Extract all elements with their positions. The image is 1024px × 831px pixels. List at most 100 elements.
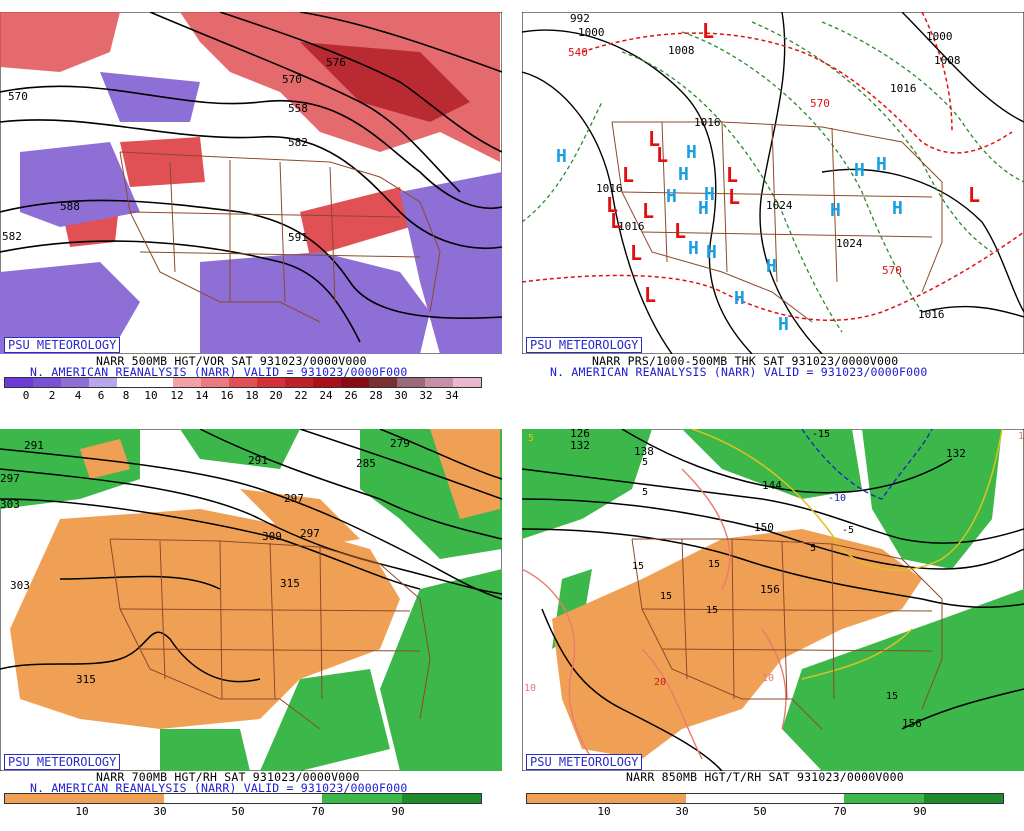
temperature-label: 15: [708, 559, 720, 570]
panel-valid-line: N. AMERICAN REANALYSIS (NARR) VALID = 93…: [550, 365, 928, 379]
high-symbol: H: [678, 164, 689, 185]
colorbar-label: 28: [369, 389, 383, 402]
high-symbol: H: [666, 186, 677, 207]
rh-fill: [0, 429, 502, 771]
panel-850mb-temp-rh: 126 132 138 144 150 156 156 132 -15 -10 …: [522, 429, 1024, 831]
temperature-label: 15: [706, 605, 718, 616]
contour-label: 570: [282, 73, 302, 86]
isobar-label: 1008: [934, 54, 961, 67]
map-700mb: 291 297 303 309 297 291 285 279 315 315 …: [0, 429, 502, 771]
colorbar-label: 30: [394, 389, 408, 402]
thickness-warm: [522, 12, 1024, 322]
low-symbol: L: [968, 183, 980, 207]
high-symbol: H: [892, 198, 903, 219]
colorbar-label: 18: [245, 389, 259, 402]
temperature-labels: -15 -10 -5 5 5 5 15 15 15 15 15 20 10 10…: [524, 429, 1024, 702]
colorbar-label: 70: [833, 805, 847, 818]
map-850mb: 126 132 138 144 150 156 156 132 -15 -10 …: [522, 429, 1024, 771]
colorbar-label: 32: [419, 389, 433, 402]
low-symbol: L: [622, 163, 634, 187]
vorticity-colorbar: [4, 377, 482, 388]
temperature-label: 5: [642, 457, 648, 468]
isobar-label: 1000: [578, 26, 605, 39]
panel-title: NARR PRS/1000-500MB THK SAT 931023/0000V…: [592, 354, 899, 368]
contour-label: 588: [60, 200, 80, 213]
colorbar-label: 10: [144, 389, 158, 402]
isobars: [522, 12, 1024, 354]
contour-label: 591: [288, 231, 308, 244]
map-pressure-thickness: 992 1000 1008 1016 1016 1024 1024 1016 1…: [522, 12, 1024, 354]
colorbar-label: 20: [269, 389, 283, 402]
isobar-label: 1016: [694, 116, 721, 129]
colorbar-label: 10: [75, 805, 89, 818]
thickness-label: 540: [568, 46, 588, 59]
rh-fill: [522, 429, 1024, 771]
high-symbol: H: [734, 288, 745, 309]
temperature-label: 5: [642, 487, 648, 498]
colorbar-label: 90: [391, 805, 405, 818]
isobar-label: 1016: [618, 220, 645, 233]
psu-meteorology-badge: PSU METEOROLOGY: [4, 754, 121, 770]
colorbar-label: 12: [170, 389, 184, 402]
temperature-label: 5: [810, 543, 816, 554]
psu-meteorology-badge: PSU METEOROLOGY: [526, 754, 643, 770]
low-symbol: L: [674, 219, 686, 243]
colorbar-label: 70: [311, 805, 325, 818]
contour-label: 315: [76, 673, 96, 686]
high-symbol: H: [778, 314, 789, 335]
contour-label: 150: [754, 521, 774, 534]
rh-colorbar: [526, 793, 1004, 804]
isobar-label: 992: [570, 12, 590, 25]
political-borders: [611, 121, 943, 323]
contour-label: 297: [284, 492, 304, 505]
political-borders: [109, 538, 431, 730]
temperature-label: 5: [528, 433, 534, 444]
contour-label: 303: [10, 579, 30, 592]
contour-label: 279: [390, 437, 410, 450]
political-borders: [119, 151, 441, 323]
temperature-cold-contours: [801, 429, 933, 500]
height-contours: [522, 429, 1024, 771]
contour-label: 558: [288, 102, 308, 115]
high-symbol: H: [698, 198, 709, 219]
high-symbol: H: [766, 256, 777, 277]
colorbar-label: 50: [231, 805, 245, 818]
height-contour-labels: 126 132 138 144 150 156 156 132: [570, 429, 966, 730]
contour-labels: 291 297 303 309 297 291 285 279 315 315 …: [0, 437, 410, 686]
isobar-label: 1024: [836, 237, 863, 250]
low-symbol: L: [702, 19, 714, 43]
contour-label: 144: [762, 479, 782, 492]
map-500mb: 570 576 582 558 570 582 588 591: [0, 12, 502, 354]
panel-title: NARR 500MB HGT/VOR SAT 931023/0000V000: [96, 354, 367, 368]
vorticity-fill: [0, 12, 502, 354]
colorbar-label: 8: [122, 389, 130, 402]
colorbar-label: 26: [344, 389, 358, 402]
temperature-label: -10: [828, 493, 846, 504]
high-symbol: H: [830, 200, 841, 221]
contour-label: 582: [288, 136, 308, 149]
colorbar-label: 24: [319, 389, 333, 402]
panel-pressure-thickness: 992 1000 1008 1016 1016 1024 1024 1016 1…: [522, 12, 1024, 414]
isobar-label: 1008: [668, 44, 695, 57]
low-symbol: L: [642, 199, 654, 223]
rh-colorbar: [4, 793, 482, 804]
colorbar-label: 10: [597, 805, 611, 818]
colorbar-label: 14: [195, 389, 209, 402]
low-symbol: L: [630, 241, 642, 265]
height-contours: [0, 429, 502, 683]
panel-700mb-rh: 291 297 303 309 297 291 285 279 315 315 …: [0, 429, 502, 831]
temperature-label: 15: [632, 561, 644, 572]
low-symbol: L: [726, 163, 738, 187]
thickness-label: 570: [882, 264, 902, 277]
contour-label: 156: [760, 583, 780, 596]
low-symbol: L: [610, 209, 622, 233]
low-pressure-centers: L L L L L L L L L L L L L: [606, 19, 980, 307]
contour-label: 156: [902, 717, 922, 730]
psu-meteorology-badge: PSU METEOROLOGY: [4, 337, 121, 353]
low-symbol: L: [644, 283, 656, 307]
colorbar-label: 30: [675, 805, 689, 818]
contour-label: 126: [570, 429, 590, 440]
temperature-warm-contours: [522, 468, 787, 771]
high-pressure-centers: H H H H H H H H H H H H H H H: [556, 142, 903, 335]
high-symbol: H: [854, 160, 865, 181]
